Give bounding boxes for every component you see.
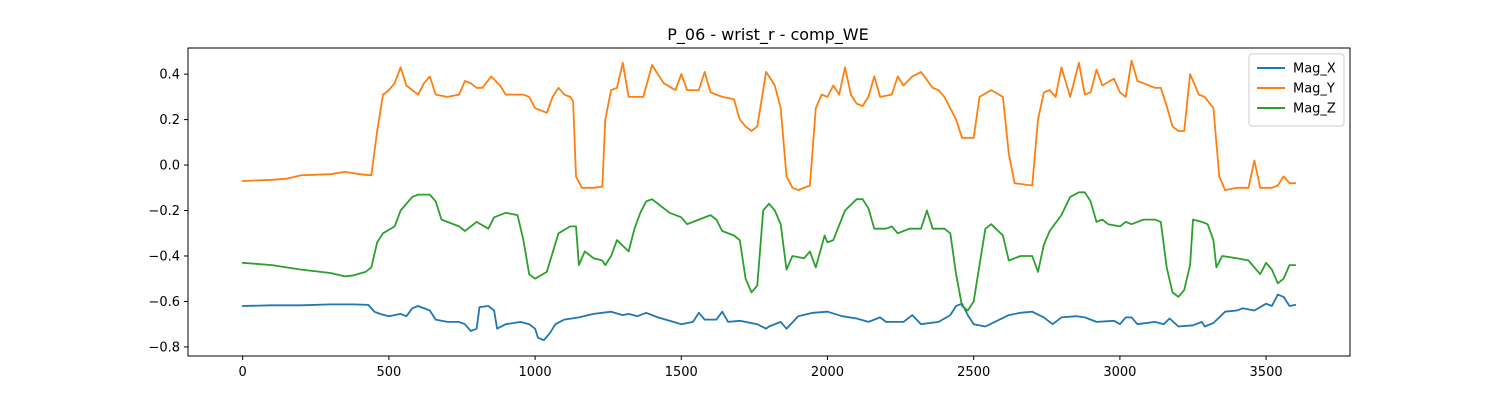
y-tick-label: 0.0	[159, 159, 180, 174]
y-axis: −0.8 −0.6 −0.4 −0.2 0.0 0.2 0.4	[148, 68, 188, 355]
x-axis: 0 500 1000 1500 2000 2500 3000 3500	[239, 356, 1283, 380]
y-tick-label: −0.2	[148, 204, 180, 219]
y-tick-label: 0.4	[159, 68, 180, 83]
chart-title: P_06 - wrist_r - comp_WE	[667, 25, 868, 45]
series-line-mag-x	[241, 293, 1297, 341]
x-tick-label: 2000	[811, 365, 844, 380]
legend: Mag_X Mag_Y Mag_Z	[1248, 53, 1345, 127]
x-tick-label: 0	[239, 365, 247, 380]
series-layer	[241, 59, 1297, 341]
x-tick-label: 1000	[519, 365, 552, 380]
series-line-mag-z	[241, 191, 1297, 312]
series-line-mag-y	[241, 59, 1297, 191]
y-tick-label: −0.8	[148, 340, 180, 355]
x-tick-label: 2500	[957, 365, 990, 380]
x-tick-label: 500	[376, 365, 401, 380]
x-tick-label: 3000	[1103, 365, 1136, 380]
legend-label: Mag_Y	[1293, 82, 1335, 97]
plot-frame	[187, 47, 1351, 357]
legend-label: Mag_Z	[1293, 102, 1336, 117]
x-tick-label: 3500	[1250, 365, 1283, 380]
plot-background	[188, 48, 1350, 356]
legend-label: Mag_X	[1293, 62, 1336, 77]
y-tick-label: 0.2	[159, 113, 180, 128]
plot-area: 0 500 1000 1500 2000 2500 3000 3500 −0.8−0.6−0.…	[148, 47, 1351, 380]
y-tick-label: −0.4	[148, 249, 180, 264]
x-tick-label: 1500	[665, 365, 698, 380]
y-tick-label: −0.6	[148, 295, 180, 310]
